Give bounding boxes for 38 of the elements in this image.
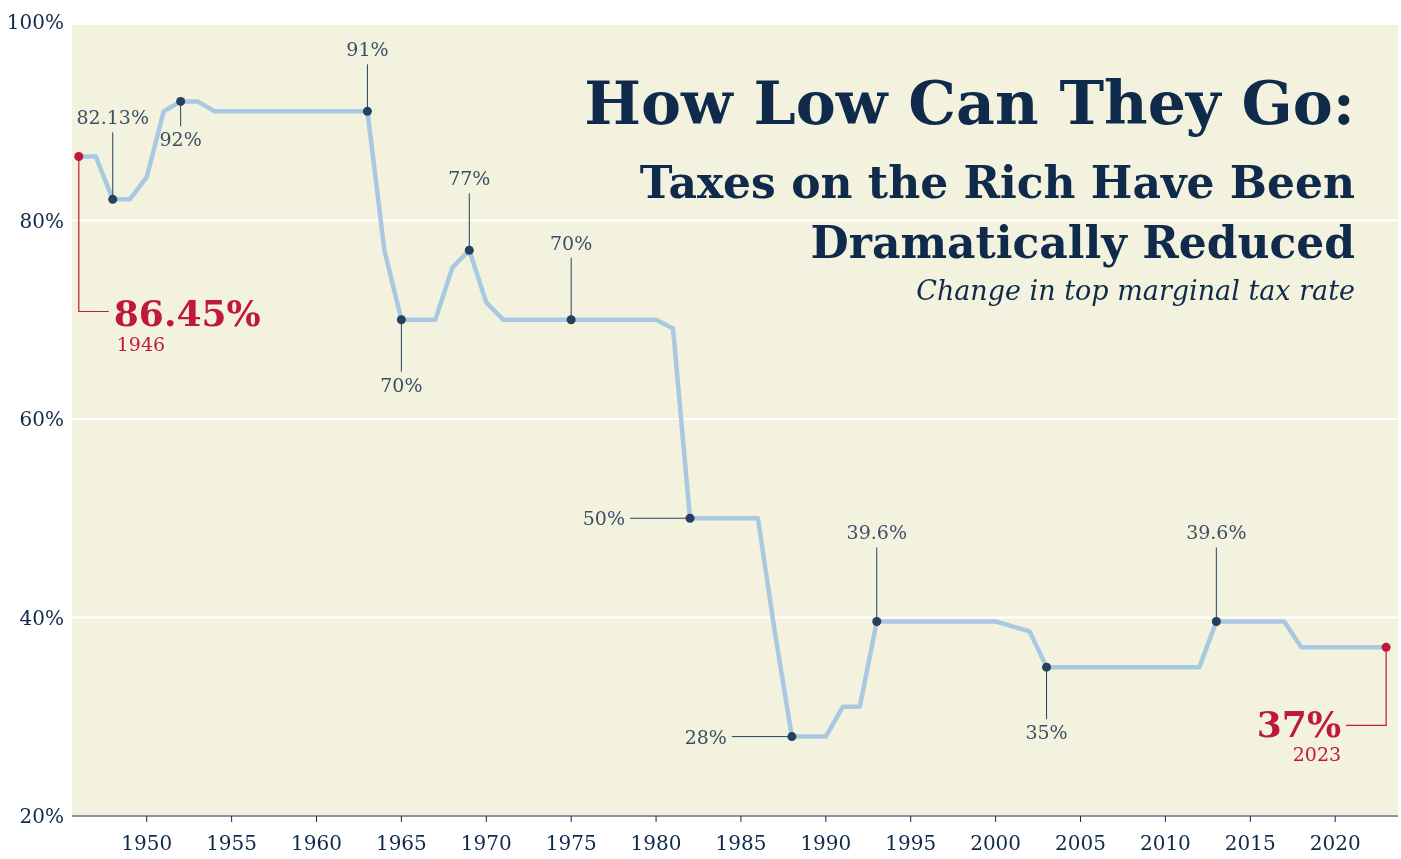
y-tick-label: 40% [19,605,64,630]
annotation: 1946 [116,333,166,356]
y-tick-label: 100% [6,10,64,34]
x-tick-label: 1965 [375,831,427,855]
x-tick-label: 2020 [1309,831,1361,855]
x-tick-label: 1955 [206,831,258,855]
annotation: 39.6% [1186,521,1247,544]
x-tick-label: 1970 [460,831,512,855]
x-tick-label: 1975 [545,831,597,855]
x-tick-label: 2000 [970,831,1022,855]
annotation: 2023 [1292,743,1342,766]
text: Taxes on the Rich Have Been Dramatically Reduced [639,157,1355,268]
annotation: 35% [1025,721,1068,744]
x-tick-label: 1950 [121,831,173,855]
y-tick-label: 60% [19,407,64,431]
annotation: 92% [159,128,202,151]
y-tick-label: 80% [19,208,64,233]
x-tick-label: 1995 [885,831,937,855]
annotation: 50% [582,507,626,530]
x-tick-label: 1980 [630,831,682,855]
annotation: 37% [1256,703,1342,746]
x-tick-label: 1960 [291,831,342,855]
annotation: 82.13% [76,106,149,129]
annotation: 91% [346,38,389,61]
x-tick-label: 1985 [715,831,767,855]
x-tick-label: 2015 [1224,831,1276,855]
x-tick-label: 1990 [800,831,852,855]
annotation: 39.6% [846,521,907,544]
annotation: 70% [380,373,423,396]
x-tick-label: 2005 [1055,831,1106,855]
text: How Low Can They Go: [584,68,1355,138]
annotation: 86.45% [113,292,261,335]
x-tick-label: 2010 [1139,831,1191,855]
annotation: Change in top marginal tax rate [916,275,1355,306]
annotation: 70% [550,231,593,254]
annotation: 77% [448,167,491,190]
annotation: 28% [684,725,727,748]
y-tick-label: 20% [19,804,64,828]
